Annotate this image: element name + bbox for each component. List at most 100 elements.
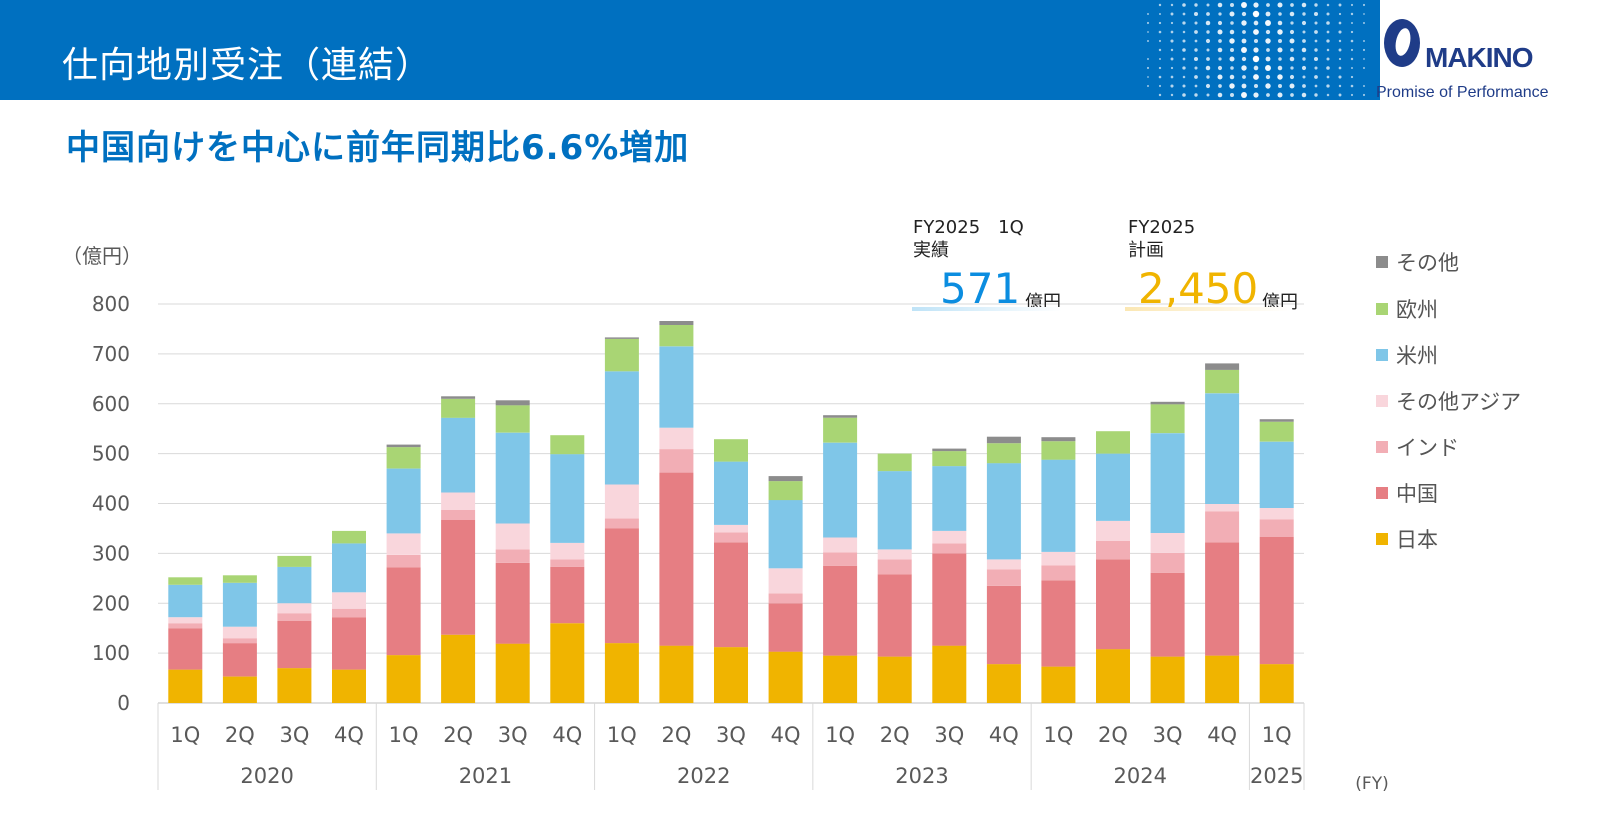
decorative-dot bbox=[1217, 29, 1223, 35]
decorative-dot bbox=[1350, 57, 1354, 61]
decorative-dot bbox=[1217, 92, 1223, 98]
bar-segment bbox=[986, 443, 1021, 464]
bar-segment bbox=[1205, 504, 1240, 512]
x-tick-label: 1Q bbox=[170, 723, 200, 747]
decorative-dot bbox=[1338, 57, 1342, 61]
bar-segment bbox=[877, 471, 912, 550]
bar-segment bbox=[277, 566, 312, 604]
decorative-dot bbox=[1252, 55, 1260, 63]
decorative-dot bbox=[1194, 75, 1198, 79]
x-tick-label: 4Q bbox=[771, 723, 801, 747]
bar-segment bbox=[168, 584, 203, 618]
bar-segment bbox=[932, 543, 967, 554]
bar-segment bbox=[604, 484, 639, 519]
bar-segment bbox=[495, 562, 530, 644]
bar-segment bbox=[604, 643, 639, 703]
y-tick-label: 600 bbox=[92, 392, 130, 416]
bar-segment bbox=[1041, 437, 1076, 442]
header-bar: 仕向地別受注（連結） bbox=[0, 0, 1380, 100]
decorative-dot bbox=[1229, 74, 1235, 80]
decorative-dot bbox=[1314, 84, 1318, 88]
bar-segment bbox=[1205, 369, 1240, 394]
decorative-dot bbox=[1218, 57, 1222, 61]
page-title: 仕向地別受注（連結） bbox=[62, 45, 433, 86]
bar-segment bbox=[386, 447, 421, 469]
decorative-dot bbox=[1182, 66, 1186, 70]
x-tick-label: 4Q bbox=[334, 723, 364, 747]
decorative-dot bbox=[1338, 48, 1342, 52]
bar-segment bbox=[1150, 433, 1185, 533]
decorative-dot bbox=[1158, 39, 1162, 43]
bar-segment bbox=[1096, 540, 1130, 560]
x-group-label: 2022 bbox=[677, 764, 730, 788]
decorative-dot bbox=[1350, 12, 1354, 16]
decorative-dot bbox=[1350, 84, 1354, 88]
legend-label-americas: 米州 bbox=[1396, 344, 1438, 368]
y-tick-label: 800 bbox=[92, 292, 130, 316]
bar-segment bbox=[877, 559, 912, 575]
decorative-dot bbox=[1301, 65, 1307, 71]
decorative-dot bbox=[1253, 20, 1259, 26]
bar-segment bbox=[823, 655, 858, 703]
decorative-dot bbox=[1158, 48, 1162, 52]
bar-segment bbox=[1096, 559, 1130, 650]
legend-label-europe: 欧州 bbox=[1396, 298, 1438, 322]
decorative-dot bbox=[1362, 48, 1366, 52]
bar-segment bbox=[714, 524, 748, 533]
legend-item-china: 中国 bbox=[1376, 481, 1438, 506]
y-tick-label: 400 bbox=[92, 492, 130, 516]
bar-segment bbox=[1259, 519, 1294, 537]
bar-segment bbox=[1150, 532, 1185, 553]
bar-segment bbox=[823, 417, 858, 443]
legend-swatch-europe bbox=[1376, 303, 1388, 315]
decorative-dot bbox=[1266, 3, 1270, 7]
decorative-dot bbox=[1217, 20, 1223, 26]
kpi-plan-label-line1: FY2025 bbox=[1128, 217, 1196, 238]
bar-segment bbox=[1259, 421, 1294, 442]
bar-segment bbox=[604, 528, 639, 644]
x-tick-label: 3Q bbox=[1153, 723, 1183, 747]
bar-segment bbox=[386, 468, 421, 534]
bar-segment bbox=[332, 617, 366, 670]
decorative-dot bbox=[1362, 21, 1366, 25]
decorative-dot bbox=[1206, 93, 1210, 97]
decorative-dot bbox=[1217, 65, 1223, 71]
decorative-dot bbox=[1158, 30, 1162, 34]
bar-segment bbox=[332, 669, 366, 703]
x-group-label: 2024 bbox=[1114, 764, 1167, 788]
decorative-dot bbox=[1182, 57, 1186, 61]
bar-segment bbox=[659, 346, 694, 428]
y-tick-label: 500 bbox=[92, 442, 130, 466]
bar-segment bbox=[441, 510, 476, 520]
decorative-dot bbox=[1229, 92, 1235, 98]
decorative-dot bbox=[1265, 83, 1271, 89]
legend-item-other-asia: その他アジア bbox=[1376, 389, 1521, 414]
decorative-dot bbox=[1326, 75, 1330, 79]
bar-segment bbox=[1259, 441, 1294, 508]
bar-segment bbox=[550, 454, 585, 543]
bar-segment bbox=[495, 549, 530, 563]
decorative-dot bbox=[1146, 39, 1150, 43]
x-tick-label: 4Q bbox=[552, 723, 582, 747]
decorative-dot bbox=[1206, 48, 1210, 52]
logo-name: MAKINO bbox=[1425, 42, 1534, 73]
y-unit-label: （億円） bbox=[62, 244, 142, 268]
decorative-dot bbox=[1170, 3, 1174, 7]
decorative-dot bbox=[1229, 29, 1235, 35]
bar-segment bbox=[986, 664, 1021, 703]
bar-segment bbox=[932, 448, 967, 452]
decorative-dot bbox=[1158, 84, 1162, 88]
x-tick-label: 3Q bbox=[716, 723, 746, 747]
decorative-dot bbox=[1277, 38, 1283, 44]
bar-segment bbox=[986, 585, 1021, 665]
decorative-dot bbox=[1182, 39, 1186, 43]
decorative-dot bbox=[1289, 29, 1295, 35]
y-tick-label: 100 bbox=[92, 641, 130, 665]
decorative-dot bbox=[1158, 75, 1162, 79]
bar-segment bbox=[1041, 459, 1076, 552]
decorative-dot bbox=[1302, 39, 1306, 43]
bar-segment bbox=[441, 634, 476, 703]
bar-segment bbox=[386, 533, 421, 555]
decorative-dot bbox=[1326, 48, 1330, 52]
decorative-dot bbox=[1159, 13, 1161, 15]
